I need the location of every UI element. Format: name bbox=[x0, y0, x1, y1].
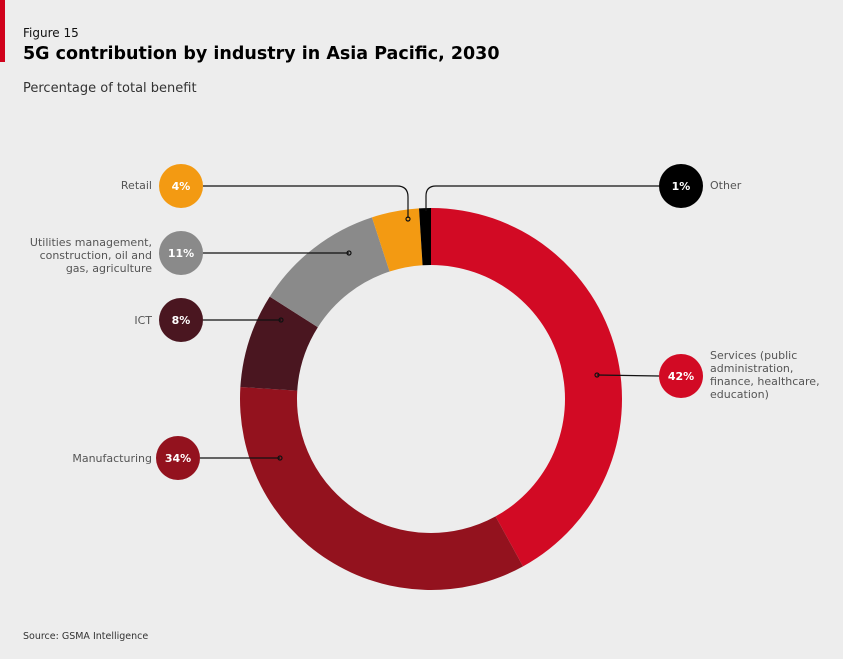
label-ict: ICT bbox=[134, 314, 152, 327]
value-bubble-other bbox=[659, 164, 703, 208]
leader-dot-manufacturing bbox=[277, 455, 283, 461]
leader-dot-services bbox=[594, 372, 600, 378]
label-services: Services (public administration, finance… bbox=[710, 349, 820, 401]
label-manufacturing: Manufacturing bbox=[72, 452, 152, 465]
slice-retail bbox=[371, 208, 423, 272]
source-note: Source: GSMA Intelligence bbox=[23, 631, 149, 642]
value-bubble-utilities bbox=[159, 231, 203, 275]
figure-label: Figure 15 bbox=[23, 26, 79, 40]
slice-manufacturing bbox=[240, 387, 524, 590]
chart-subtitle: Percentage of total benefit bbox=[23, 81, 197, 96]
label-utilities: Utilities management, construction, oil … bbox=[29, 236, 152, 275]
data-label-services: 42% bbox=[668, 370, 694, 383]
slice-utilities bbox=[269, 217, 390, 328]
leader-line-retail bbox=[203, 185, 409, 218]
value-bubble-manufacturing bbox=[156, 436, 200, 480]
value-bubble-ict bbox=[159, 298, 203, 342]
leader-dot-retail bbox=[405, 216, 411, 222]
leader-dot-utilities bbox=[346, 250, 352, 256]
leader-dot-ict bbox=[278, 317, 284, 323]
slice-other bbox=[419, 208, 431, 266]
value-bubble-services bbox=[659, 354, 703, 398]
slice-services bbox=[431, 208, 622, 567]
data-label-manufacturing: 34% bbox=[165, 452, 191, 465]
leader-line-services bbox=[596, 374, 660, 377]
data-label-ict: 8% bbox=[172, 314, 191, 327]
chart-title: 5G contribution by industry in Asia Paci… bbox=[23, 44, 500, 64]
accent-bar bbox=[0, 0, 5, 62]
data-label-retail: 4% bbox=[172, 180, 191, 193]
data-label-utilities: 11% bbox=[168, 247, 194, 260]
label-retail: Retail bbox=[120, 179, 152, 192]
data-label-other: 1% bbox=[672, 180, 691, 193]
label-other: Other bbox=[710, 179, 742, 192]
leader-line-other bbox=[425, 185, 659, 211]
value-bubble-retail bbox=[159, 164, 203, 208]
